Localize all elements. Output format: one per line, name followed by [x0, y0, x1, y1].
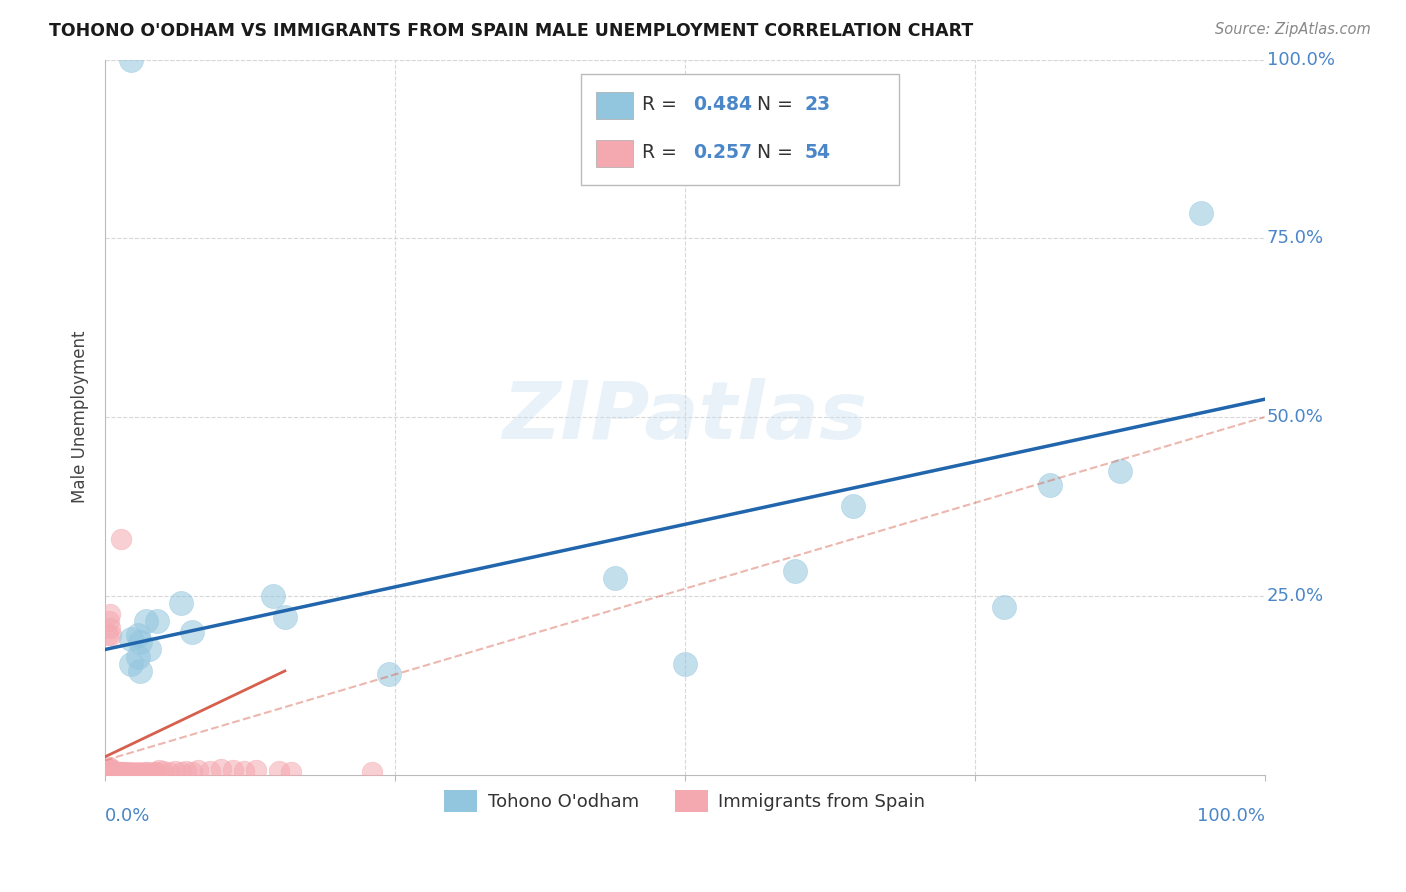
- Point: [105, 766, 128, 780]
- Text: 0.257: 0.257: [693, 143, 752, 162]
- Point: [187, 764, 209, 778]
- Point: [136, 765, 159, 780]
- Point: [104, 765, 127, 780]
- Point: [96, 628, 118, 642]
- Point: [120, 632, 142, 646]
- Point: [141, 766, 163, 780]
- Point: [127, 649, 149, 664]
- Point: [117, 766, 139, 780]
- Point: [148, 764, 170, 778]
- Point: [360, 764, 382, 779]
- Point: [129, 635, 152, 649]
- Point: [100, 762, 122, 776]
- Point: [98, 607, 121, 621]
- Point: [1189, 206, 1212, 220]
- Point: [163, 764, 186, 778]
- Text: 100.0%: 100.0%: [1267, 51, 1334, 69]
- FancyBboxPatch shape: [596, 92, 633, 119]
- Point: [110, 532, 132, 546]
- Point: [103, 764, 125, 778]
- Text: 0.484: 0.484: [693, 95, 752, 114]
- Point: [993, 599, 1015, 614]
- Point: [129, 664, 152, 678]
- Point: [262, 589, 284, 603]
- Point: [157, 764, 180, 779]
- Point: [110, 764, 132, 779]
- Text: ZIPatlas: ZIPatlas: [502, 378, 868, 456]
- Point: [135, 614, 157, 628]
- Point: [233, 764, 256, 778]
- Point: [138, 766, 160, 780]
- Text: R =: R =: [643, 95, 683, 114]
- Point: [138, 642, 160, 657]
- Text: TOHONO O'ODHAM VS IMMIGRANTS FROM SPAIN MALE UNEMPLOYMENT CORRELATION CHART: TOHONO O'ODHAM VS IMMIGRANTS FROM SPAIN …: [49, 22, 973, 40]
- Point: [245, 764, 267, 778]
- Point: [269, 764, 291, 778]
- Point: [120, 657, 142, 671]
- Text: 54: 54: [804, 143, 831, 162]
- Point: [134, 764, 156, 779]
- Text: 50.0%: 50.0%: [1267, 409, 1324, 426]
- Point: [142, 764, 165, 779]
- Point: [145, 765, 167, 780]
- Point: [120, 765, 142, 780]
- Point: [209, 762, 232, 776]
- Point: [783, 564, 806, 578]
- Point: [122, 766, 145, 780]
- Point: [127, 765, 149, 780]
- Text: 100.0%: 100.0%: [1197, 806, 1264, 825]
- Point: [115, 765, 138, 780]
- Point: [146, 614, 169, 628]
- Point: [181, 764, 204, 779]
- Point: [280, 764, 302, 779]
- Point: [108, 765, 131, 780]
- Point: [176, 764, 198, 778]
- FancyBboxPatch shape: [596, 140, 633, 167]
- Point: [103, 764, 125, 779]
- Point: [124, 766, 146, 780]
- Point: [101, 764, 124, 778]
- Text: N =: N =: [745, 95, 799, 114]
- Text: 75.0%: 75.0%: [1267, 229, 1324, 247]
- Text: R =: R =: [643, 143, 683, 162]
- Point: [111, 765, 134, 780]
- Point: [1039, 478, 1062, 492]
- Point: [198, 764, 221, 778]
- Text: 0.0%: 0.0%: [105, 806, 150, 825]
- Point: [169, 764, 191, 779]
- Point: [120, 53, 142, 67]
- Point: [1108, 464, 1130, 478]
- Point: [100, 628, 122, 642]
- Point: [118, 766, 141, 780]
- Text: 25.0%: 25.0%: [1267, 587, 1324, 605]
- Point: [274, 610, 297, 624]
- Point: [605, 571, 627, 585]
- Text: Source: ZipAtlas.com: Source: ZipAtlas.com: [1215, 22, 1371, 37]
- FancyBboxPatch shape: [581, 74, 900, 185]
- Point: [112, 766, 135, 780]
- Point: [378, 667, 401, 681]
- Point: [131, 766, 153, 780]
- Point: [127, 628, 149, 642]
- Y-axis label: Male Unemployment: Male Unemployment: [72, 331, 89, 503]
- Point: [181, 624, 204, 639]
- Point: [114, 766, 136, 780]
- Point: [129, 766, 152, 780]
- Point: [97, 760, 120, 774]
- Text: 23: 23: [804, 95, 831, 114]
- Point: [98, 763, 121, 777]
- Text: N =: N =: [745, 143, 799, 162]
- Point: [107, 765, 129, 780]
- Point: [98, 621, 121, 635]
- Point: [222, 764, 245, 778]
- Point: [110, 766, 132, 780]
- Point: [842, 500, 865, 514]
- Point: [152, 764, 174, 778]
- Point: [97, 614, 120, 628]
- Legend: Tohono O'odham, Immigrants from Spain: Tohono O'odham, Immigrants from Spain: [437, 782, 932, 819]
- Point: [169, 596, 191, 610]
- Point: [115, 766, 138, 780]
- Point: [673, 657, 696, 671]
